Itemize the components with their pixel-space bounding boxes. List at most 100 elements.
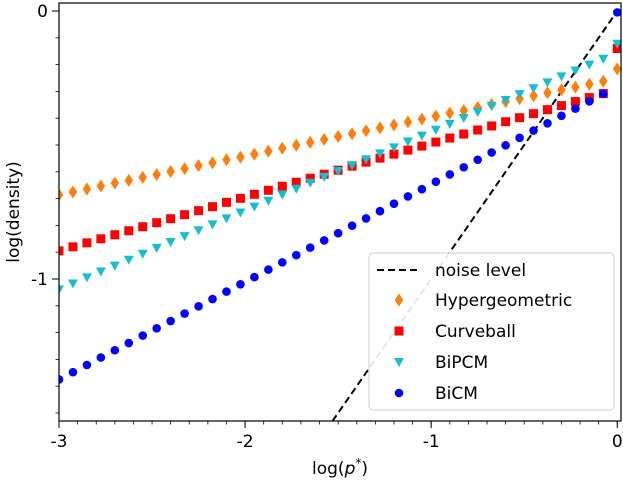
bipcm-point <box>151 243 162 253</box>
bicm-point <box>431 177 441 187</box>
x-tick-label: -3 <box>51 432 68 452</box>
bicm-point <box>473 155 483 165</box>
curveball-point <box>277 181 287 191</box>
hypergeometric-point <box>124 173 134 187</box>
hypergeometric-point <box>319 132 329 146</box>
curveball-point <box>291 177 301 187</box>
bicm-point <box>68 367 78 377</box>
bipcm-point <box>528 84 539 94</box>
bicm-point <box>459 162 469 172</box>
curveball-point <box>82 238 92 248</box>
curveball-point <box>612 44 621 54</box>
bicm-point <box>333 228 343 238</box>
curveball-point <box>305 173 315 183</box>
bipcm-point <box>542 78 553 88</box>
bipcm-point <box>486 101 497 111</box>
plot-frame <box>58 2 622 422</box>
curveball-point <box>431 137 441 147</box>
legend-label-bicm: BiCM <box>435 384 478 404</box>
curveball-point <box>556 101 566 111</box>
legend-box <box>368 252 615 411</box>
bicm-point <box>445 170 455 179</box>
bicm-point <box>180 309 189 318</box>
legend-label-curveball: Curveball <box>435 322 516 342</box>
x-tick-label: 0 <box>612 432 623 452</box>
series-hypergeometric <box>59 62 621 202</box>
bipcm-point <box>249 202 260 212</box>
bicm-point <box>82 360 92 370</box>
hypergeometric-point <box>96 179 106 193</box>
hypergeometric-point <box>585 77 594 91</box>
curveball-point <box>473 125 483 135</box>
curveball-point <box>389 149 399 159</box>
curveball-point <box>152 218 162 228</box>
hypergeometric-point <box>180 162 189 176</box>
bicm-point <box>152 323 161 333</box>
bipcm-point <box>472 108 483 118</box>
bipcm-point <box>67 279 78 289</box>
data-series <box>59 8 621 384</box>
hypergeometric-point <box>222 153 231 167</box>
y-tick-label: -1 <box>31 270 48 290</box>
curveball-point <box>542 105 552 115</box>
bicm-point <box>515 133 524 143</box>
bipcm-point <box>165 238 176 248</box>
curveball-point <box>124 226 134 236</box>
hypergeometric-point <box>571 80 580 94</box>
hypergeometric-point <box>333 129 343 143</box>
bipcm-point <box>570 66 581 76</box>
bipcm-point <box>333 167 344 177</box>
bipcm-point <box>556 72 567 82</box>
hypergeometric-point <box>403 115 413 129</box>
bicm-point <box>557 111 566 121</box>
bipcm-point <box>361 155 372 165</box>
hypergeometric-point <box>529 89 538 103</box>
bipcm-point <box>347 161 358 171</box>
bicm-point <box>264 265 273 274</box>
bipcm-point <box>388 143 399 153</box>
bicm-point <box>417 184 427 194</box>
bipcm-point <box>81 273 92 283</box>
bipcm-point <box>598 54 609 64</box>
hypergeometric-point <box>250 147 259 161</box>
hypergeometric-point <box>361 124 371 138</box>
hypergeometric-point <box>194 159 203 173</box>
curveball-point <box>403 145 413 155</box>
bicm-point <box>375 206 385 216</box>
bicm-point <box>278 258 287 267</box>
bipcm-point <box>263 196 274 206</box>
legend-swatch-curveball <box>394 326 404 336</box>
y-tick-label: 0 <box>37 2 48 22</box>
curveball-point <box>208 202 218 212</box>
bipcm-point <box>123 255 134 265</box>
hypergeometric-point <box>138 170 148 184</box>
bicm-point <box>487 148 496 157</box>
legend-swatch-bicm <box>394 388 404 398</box>
curveball-point <box>59 246 64 256</box>
bicm-point <box>110 345 120 355</box>
bicm-point <box>612 8 621 17</box>
bipcm-point <box>500 95 511 105</box>
hypergeometric-point <box>375 121 385 135</box>
y-axis-ticks: -1 0 <box>31 2 59 414</box>
hypergeometric-point <box>82 182 92 196</box>
bicm-point <box>166 316 175 326</box>
bicm-point <box>361 214 371 223</box>
hypergeometric-point <box>543 86 552 100</box>
bipcm-point <box>137 249 148 259</box>
curveball-point <box>570 97 580 107</box>
bicm-point <box>236 280 245 289</box>
curveball-point <box>529 109 539 119</box>
bipcm-point <box>235 208 246 218</box>
legend: noise level Hypergeometric Curveball BiPCM… <box>368 252 615 411</box>
bipcm-point <box>444 119 455 129</box>
hypergeometric-point <box>459 103 469 117</box>
hypergeometric-point <box>291 138 301 152</box>
bipcm-point <box>612 39 621 49</box>
hypergeometric-point <box>166 165 175 179</box>
bipcm-point <box>193 226 204 236</box>
bipcm-point <box>95 267 106 277</box>
bipcm-point <box>305 178 316 188</box>
bipcm-point <box>514 90 525 100</box>
curveball-point <box>249 189 259 199</box>
